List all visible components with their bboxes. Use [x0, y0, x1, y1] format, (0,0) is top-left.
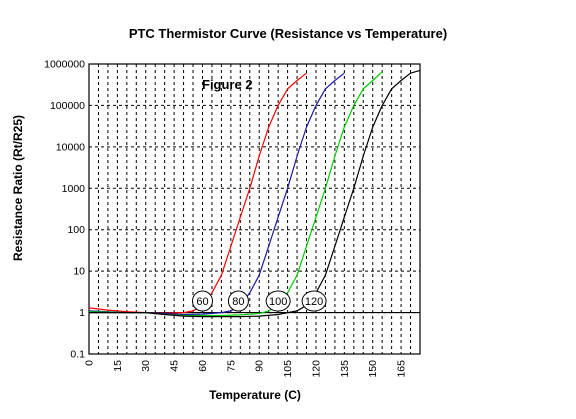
series-label: 100 — [269, 296, 287, 308]
y-tick-label: 10000 — [56, 141, 85, 153]
y-tick-label: 100000 — [50, 100, 85, 112]
figure-label: Figure 2 — [202, 77, 253, 92]
y-axis-label: Resistance Ratio (Rt/R25) — [11, 114, 25, 262]
y-tick-label: 10 — [73, 266, 85, 278]
x-tick-label: 165 — [396, 360, 408, 378]
x-tick-label: 0 — [84, 360, 96, 366]
y-tick-label: 0.1 — [70, 349, 85, 361]
series-line-120 — [89, 69, 421, 318]
x-axis-label: Temperature (C) — [209, 388, 301, 402]
series-label-circle — [227, 290, 249, 312]
series-label-circle — [191, 290, 213, 312]
series-line-60 — [88, 72, 307, 314]
y-tick-label: 1000 — [62, 183, 86, 195]
x-tick-label: 75 — [225, 360, 237, 372]
plot-frame — [88, 63, 421, 355]
x-tick-label: 105 — [282, 360, 294, 378]
series-label: 80 — [232, 296, 244, 308]
x-tick-label: 60 — [197, 360, 209, 372]
series-label-circle — [301, 290, 327, 312]
series-label: 60 — [196, 296, 208, 308]
series-line-80 — [88, 72, 345, 316]
x-tick-label: 15 — [112, 360, 124, 372]
series-label: 120 — [305, 296, 323, 308]
x-tick-label: 30 — [140, 360, 152, 372]
y-tick-label: 1 — [79, 307, 85, 319]
y-tick-label: 1000000 — [44, 59, 85, 71]
y-tick-label: 100 — [67, 224, 85, 236]
x-tick-label: 150 — [367, 360, 379, 378]
series-label-circle — [265, 290, 291, 312]
x-tick-label: 120 — [310, 360, 322, 378]
x-tick-label: 90 — [254, 360, 266, 372]
chart-title: PTC Thermistor Curve (Resistance vs Temp… — [128, 26, 448, 41]
x-tick-label: 135 — [339, 360, 351, 378]
x-tick-label: 45 — [169, 360, 181, 372]
series-line-100 — [88, 71, 383, 317]
